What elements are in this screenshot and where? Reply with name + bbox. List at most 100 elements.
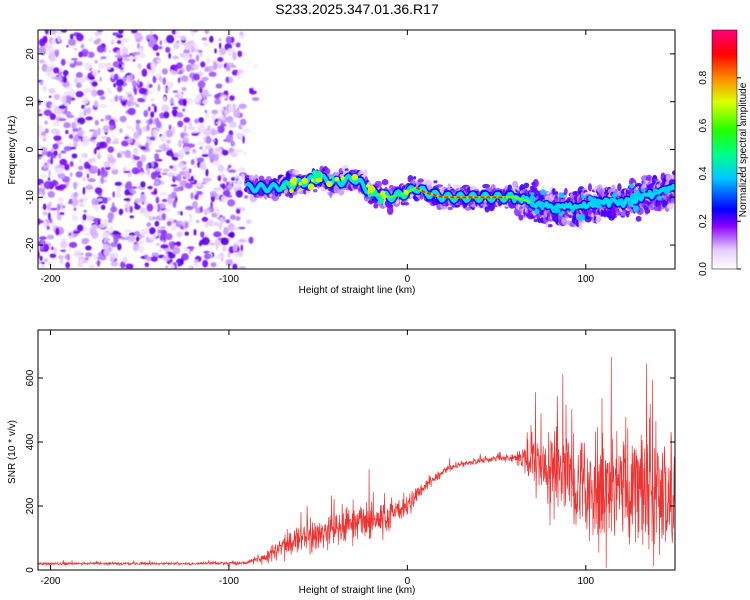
noise-speckle xyxy=(184,231,190,236)
noise-speckle xyxy=(181,86,187,92)
noise-speckle xyxy=(41,187,46,196)
noise-speckle xyxy=(86,173,90,179)
noise-speckle xyxy=(236,179,242,188)
signal-speckle xyxy=(386,205,394,215)
noise-speckle xyxy=(75,171,83,178)
noise-speckle xyxy=(39,146,48,152)
signal-hotspot xyxy=(340,175,345,181)
noise-speckle xyxy=(159,74,162,83)
noise-speckle xyxy=(87,38,93,42)
noise-speckle xyxy=(107,87,111,92)
noise-speckle xyxy=(97,153,101,160)
noise-speckle xyxy=(68,38,76,46)
noise-speckle xyxy=(180,211,183,216)
noise-speckle xyxy=(68,232,72,236)
colorbar-label: Normalized spectral amplitude xyxy=(738,82,749,217)
noise-speckle xyxy=(146,168,150,176)
noise-speckle xyxy=(178,162,185,167)
noise-speckle xyxy=(141,228,148,236)
noise-speckle xyxy=(225,65,231,72)
noise-speckle xyxy=(38,65,41,70)
noise-speckle xyxy=(171,226,176,231)
noise-speckle xyxy=(98,62,106,70)
noise-speckle xyxy=(60,249,67,252)
noise-speckle xyxy=(218,47,227,56)
noise-speckle xyxy=(220,107,225,111)
signal-hotspot xyxy=(539,189,546,195)
noise-speckle xyxy=(77,141,80,146)
noise-speckle xyxy=(49,55,57,62)
noise-speckle xyxy=(211,212,218,218)
noise-speckle xyxy=(229,95,235,101)
noise-speckle xyxy=(121,64,125,68)
noise-speckle xyxy=(99,95,106,100)
noise-speckle xyxy=(150,171,158,180)
signal-hotspot xyxy=(578,213,585,221)
noise-speckle xyxy=(182,108,186,112)
noise-speckle xyxy=(242,151,247,155)
snr-line xyxy=(38,356,675,569)
noise-speckle xyxy=(163,96,167,102)
signal-hotspot xyxy=(351,173,359,181)
signal-speckle xyxy=(329,190,333,199)
signal-speckle xyxy=(672,191,675,198)
noise-speckle xyxy=(161,172,168,176)
noise-speckle xyxy=(38,154,44,157)
noise-speckle xyxy=(202,177,208,185)
noise-speckle xyxy=(238,238,247,243)
noise-speckle xyxy=(119,115,127,123)
noise-speckle xyxy=(80,140,89,147)
signal-speckle xyxy=(285,193,290,197)
noise-speckle xyxy=(105,136,112,144)
signal-speckle xyxy=(671,170,675,176)
noise-speckle xyxy=(102,197,108,204)
noise-speckle xyxy=(78,110,86,119)
noise-speckle xyxy=(38,108,41,113)
noise-speckle xyxy=(161,68,168,75)
noise-speckle xyxy=(40,183,44,189)
noise-speckle xyxy=(44,258,49,263)
noise-speckle xyxy=(109,253,115,262)
noise-speckle xyxy=(60,238,67,241)
noise-speckle xyxy=(154,203,158,212)
noise-speckle xyxy=(108,90,113,94)
noise-speckle xyxy=(81,241,89,245)
noise-speckle xyxy=(75,122,81,126)
noise-speckle xyxy=(108,98,116,103)
noise-speckle xyxy=(60,150,67,154)
signal-speckle xyxy=(666,203,674,210)
noise-speckle xyxy=(42,159,46,162)
signal-speckle xyxy=(482,183,490,189)
noise-speckle xyxy=(46,159,51,165)
noise-speckle xyxy=(172,90,179,93)
noise-speckle xyxy=(135,236,140,242)
noise-speckle xyxy=(168,52,172,59)
noise-speckle xyxy=(126,100,132,107)
noise-speckle xyxy=(76,224,84,232)
signal-hotspot xyxy=(609,197,614,203)
noise-speckle xyxy=(153,188,158,195)
noise-speckle xyxy=(159,40,162,46)
noise-speckle xyxy=(144,262,150,268)
signal-speckle xyxy=(248,174,254,181)
noise-speckle xyxy=(227,222,235,232)
noise-speckle xyxy=(69,161,74,167)
noise-speckle xyxy=(221,149,229,156)
noise-speckle xyxy=(112,191,116,198)
noise-speckle xyxy=(115,78,124,87)
noise-speckle xyxy=(197,181,202,188)
signal-hotspot xyxy=(612,192,618,198)
signal-hotspot xyxy=(530,202,535,207)
noise-speckle xyxy=(132,51,141,56)
noise-speckle xyxy=(43,109,52,116)
noise-speckle xyxy=(162,236,167,241)
spectrogram-y-ticks: -20 -10 0 10 20 xyxy=(25,48,675,252)
noise-speckle xyxy=(126,137,133,144)
noise-speckle xyxy=(133,148,139,156)
noise-speckle xyxy=(38,46,47,55)
noise-speckle xyxy=(134,230,140,236)
noise-speckle xyxy=(42,164,48,170)
signal-speckle xyxy=(305,190,311,194)
noise-speckle xyxy=(218,38,222,42)
noise-speckle xyxy=(235,190,244,198)
